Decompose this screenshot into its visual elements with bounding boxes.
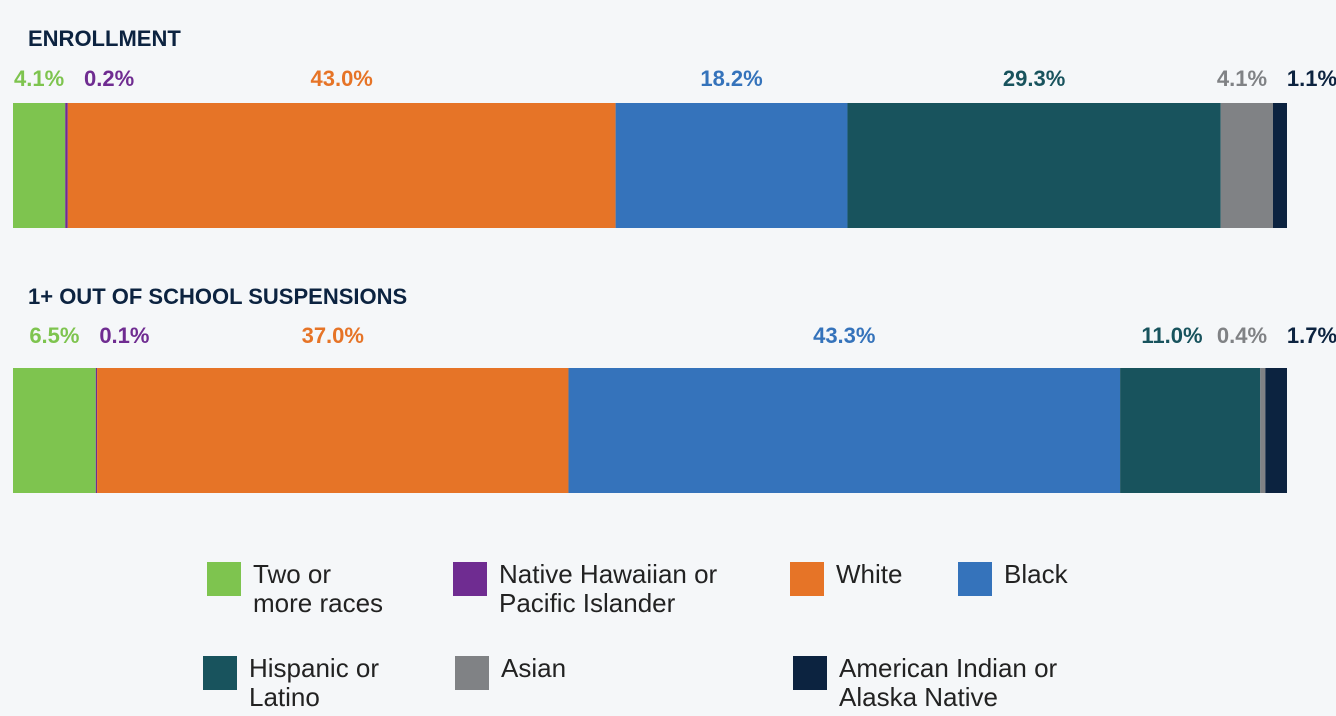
value-label: 0.2% bbox=[84, 66, 134, 91]
legend-label: Two or more races bbox=[253, 559, 384, 618]
bar-segment bbox=[95, 368, 98, 493]
value-label: 0.4% bbox=[1217, 323, 1267, 348]
bar-segment bbox=[1260, 368, 1266, 493]
value-label: 6.5% bbox=[29, 323, 79, 348]
bars: ENROLLMENT 4.1% 0.2% 43.0% 18.2% 29.3% 4.1% 1.1… bbox=[13, 26, 1336, 493]
legend-label: Hispanic or Latino bbox=[249, 653, 380, 712]
category-title: 1+ OUT OF SCHOOL SUSPENSIONS bbox=[28, 284, 407, 309]
legend-item: Hispanic or Latino bbox=[203, 654, 409, 712]
bar-segment bbox=[13, 368, 96, 493]
value-label: 43.3% bbox=[813, 323, 875, 348]
bar-segment bbox=[1265, 368, 1287, 493]
legend-label: Black bbox=[1004, 559, 1068, 589]
legend-label: White bbox=[836, 559, 903, 589]
bar-segment bbox=[1120, 368, 1261, 493]
value-label: 43.0% bbox=[310, 66, 372, 91]
value-label: 18.2% bbox=[700, 66, 762, 91]
value-label: 1.1% bbox=[1287, 66, 1336, 91]
value-label: 0.1% bbox=[99, 323, 149, 348]
bar-segment bbox=[65, 103, 68, 228]
legend-item: White bbox=[790, 560, 996, 596]
legend-swatch bbox=[453, 562, 487, 596]
legend-swatch bbox=[790, 562, 824, 596]
legend-item: Native Hawaiian or Pacific Islander bbox=[453, 560, 759, 618]
bar-segment bbox=[97, 368, 569, 493]
legend-swatch bbox=[203, 656, 237, 690]
value-label: 11.0% bbox=[1141, 323, 1202, 348]
legend-item: Asian bbox=[455, 654, 661, 690]
value-label: 4.1% bbox=[1217, 66, 1267, 91]
bar-segment bbox=[67, 103, 616, 228]
legend-label: Asian bbox=[501, 653, 567, 683]
bar-segment bbox=[1272, 103, 1287, 228]
value-label: 29.3% bbox=[1003, 66, 1065, 91]
bar-segment bbox=[568, 368, 1121, 493]
legend-label: Native Hawaiian or Pacific Islander bbox=[499, 559, 718, 618]
category-title: ENROLLMENT bbox=[28, 26, 181, 51]
legend-item: American Indian or Alaska Native bbox=[793, 654, 1079, 712]
legend-swatch bbox=[455, 656, 489, 690]
value-label: 1.7% bbox=[1287, 323, 1336, 348]
bar-segment bbox=[1220, 103, 1273, 228]
value-label: 4.1% bbox=[14, 66, 64, 91]
bar-segment bbox=[615, 103, 848, 228]
legend-label: American Indian or Alaska Native bbox=[839, 653, 1058, 712]
legend-item: Black bbox=[958, 560, 1164, 596]
legend-swatch bbox=[958, 562, 992, 596]
value-label: 37.0% bbox=[302, 323, 364, 348]
legend-item: Two or more races bbox=[207, 560, 393, 618]
legend-swatch bbox=[793, 656, 827, 690]
bar-segment bbox=[847, 103, 1221, 228]
legend-swatch bbox=[207, 562, 241, 596]
bar-segment bbox=[13, 103, 66, 228]
